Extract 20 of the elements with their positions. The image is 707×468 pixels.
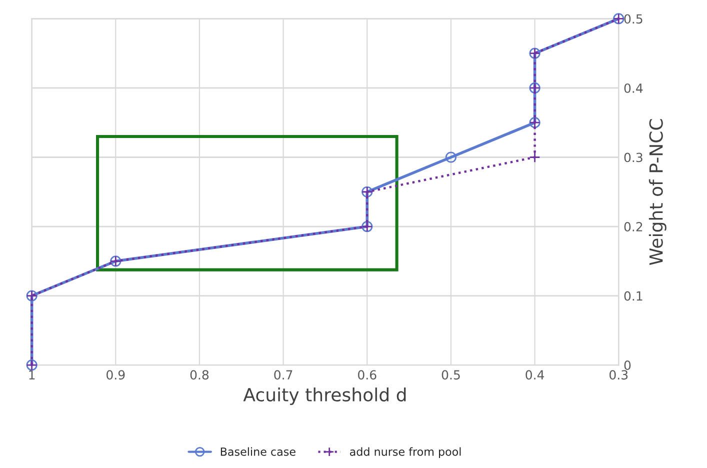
y2-tick-label: 0.1 <box>624 291 642 301</box>
x-tick-label: 0.5 <box>442 370 460 380</box>
legend-label: Baseline case <box>220 447 296 456</box>
y2-tick-label: 0 <box>624 360 631 370</box>
y2-tick-label: 0.4 <box>624 83 643 93</box>
x-tick-label: 0.7 <box>274 370 292 380</box>
x-tick-label: 0.4 <box>526 370 544 380</box>
point <box>445 152 457 163</box>
x-tick-label: 1 <box>29 370 35 380</box>
point <box>529 152 540 163</box>
y2-axis-title: Weight of P-NCC <box>648 119 666 266</box>
x-tick-label: 0.8 <box>190 370 209 380</box>
x-axis-title: Acuity threshold d <box>243 388 406 406</box>
x-tick-label: 0.9 <box>106 370 125 380</box>
y2-tick-label: 0.5 <box>624 14 642 24</box>
x-tick-label: 0.6 <box>358 370 376 380</box>
y2-tick-label: 0.3 <box>624 152 642 162</box>
legend-label: add nurse from pool <box>350 447 461 458</box>
x-tick-label: 0.3 <box>610 370 628 380</box>
y2-tick-label: 0.2 <box>624 222 642 232</box>
